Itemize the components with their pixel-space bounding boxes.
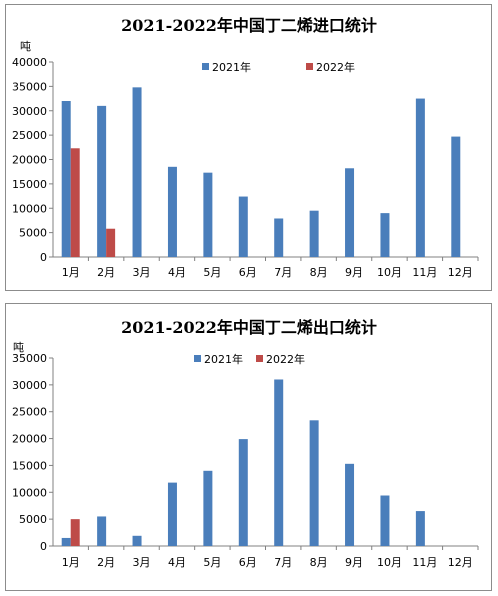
plot-area: 0 5000 10000 15000 20000 25000 30000 35000 1月 2月 3…	[12, 352, 479, 569]
x-tick-label: 3月	[133, 556, 151, 569]
import-chart: 2021-2022年中国丁二烯进口统计 吨 2021年 2022年 0 5000 1…	[12, 16, 479, 279]
y-tick-label: 15000	[12, 459, 47, 472]
chart-title: 2021-2022年中国丁二烯出口统计	[121, 318, 377, 337]
chart-title: 2021-2022年中国丁二烯进口统计	[121, 16, 377, 35]
y-tick-label: 25000	[12, 406, 47, 419]
bar-2021-1	[61, 537, 71, 546]
bar-2021-6	[238, 439, 248, 546]
bar-2021-11	[415, 511, 425, 546]
y-tick-label: 5000	[19, 513, 47, 526]
legend: 2021年 2022年	[194, 352, 305, 366]
bar-2021-5	[203, 470, 213, 546]
y-axis-unit: 吨	[13, 341, 24, 354]
x-tick-label: 5月	[203, 266, 221, 279]
bar-2021-1	[61, 101, 71, 257]
bar-2022-2	[106, 228, 116, 257]
x-tick-label: 5月	[203, 556, 221, 569]
x-tick-label: 10月	[377, 266, 402, 279]
y-tick-label: 20000	[12, 433, 47, 446]
bar-2021-10	[380, 495, 390, 546]
x-tick-label: 1月	[62, 266, 80, 279]
legend-label-2022: 2022年	[266, 352, 305, 366]
y-tick-label: 10000	[12, 486, 47, 499]
y-tick-label: 30000	[12, 105, 47, 118]
x-tick-label: 11月	[412, 556, 437, 569]
bar-2021-3	[132, 535, 142, 546]
x-tick-label: 6月	[239, 556, 257, 569]
bar-2021-4	[167, 482, 177, 546]
x-tick-label: 11月	[412, 266, 437, 279]
bar-2021-11	[415, 98, 425, 257]
export-chart-panel: 2021-2022年中国丁二烯出口统计 吨 2021年 2022年 0 5000 1…	[5, 303, 492, 591]
legend-label-2022: 2022年	[316, 60, 355, 74]
bar-2022-1	[70, 148, 80, 257]
bar-2021-8	[309, 420, 319, 546]
y-tick-label: 40000	[12, 56, 47, 69]
bar-2021-2	[97, 516, 107, 546]
y-tick-label: 15000	[12, 178, 47, 191]
y-axis-unit: 吨	[20, 40, 31, 53]
y-tick-label: 0	[40, 251, 47, 264]
y-tick-label: 30000	[12, 379, 47, 392]
legend-swatch-2022	[256, 355, 263, 362]
x-tick-label: 8月	[310, 266, 328, 279]
export-chart: 2021-2022年中国丁二烯出口统计 吨 2021年 2022年 0 5000 1…	[12, 318, 479, 569]
legend-swatch-2021	[194, 355, 201, 362]
x-tick-label: 2月	[97, 266, 115, 279]
y-tick-label: 20000	[12, 154, 47, 167]
x-tick-label: 4月	[168, 266, 186, 279]
x-tick-label: 6月	[239, 266, 257, 279]
y-tick-label: 10000	[12, 202, 47, 215]
x-tick-label: 9月	[345, 266, 363, 279]
bar-2022-1	[70, 519, 80, 546]
import-chart-panel: 2021-2022年中国丁二烯进口统计 吨 2021年 2022年 0 5000 1…	[5, 4, 492, 291]
bar-2021-9	[345, 463, 355, 546]
y-tick-label: 0	[40, 540, 47, 553]
x-tick-label: 7月	[274, 266, 292, 279]
bar-2021-6	[238, 196, 248, 257]
x-tick-label: 10月	[377, 556, 402, 569]
x-tick-label: 7月	[274, 556, 292, 569]
bar-2021-8	[309, 210, 319, 257]
bar-2021-9	[345, 168, 355, 257]
x-tick-label: 9月	[345, 556, 363, 569]
x-tick-label: 12月	[448, 556, 473, 569]
bar-2021-7	[274, 218, 284, 257]
bar-2021-4	[167, 166, 177, 257]
bar-2021-5	[203, 172, 213, 257]
legend-label-2021: 2021年	[204, 352, 243, 366]
x-tick-label: 8月	[310, 556, 328, 569]
x-tick-label: 2月	[97, 556, 115, 569]
bar-2021-2	[97, 105, 107, 257]
plot-area: 0 5000 10000 15000 20000 25000 30000 35000 40000…	[12, 56, 479, 279]
bar-2021-10	[380, 213, 390, 257]
legend-label-2021: 2021年	[212, 60, 251, 74]
legend-swatch-2022	[306, 63, 313, 70]
legend: 2021年 2022年	[202, 60, 355, 74]
x-tick-label: 12月	[448, 266, 473, 279]
y-tick-label: 35000	[12, 352, 47, 365]
bar-2021-3	[132, 87, 142, 257]
bar-2021-12	[451, 136, 461, 257]
legend-swatch-2021	[202, 63, 209, 70]
y-tick-label: 25000	[12, 129, 47, 142]
x-tick-label: 3月	[133, 266, 151, 279]
x-tick-label: 4月	[168, 556, 186, 569]
bar-2021-7	[274, 379, 284, 546]
y-tick-label: 35000	[12, 80, 47, 93]
y-tick-label: 5000	[19, 227, 47, 240]
x-tick-label: 1月	[62, 556, 80, 569]
